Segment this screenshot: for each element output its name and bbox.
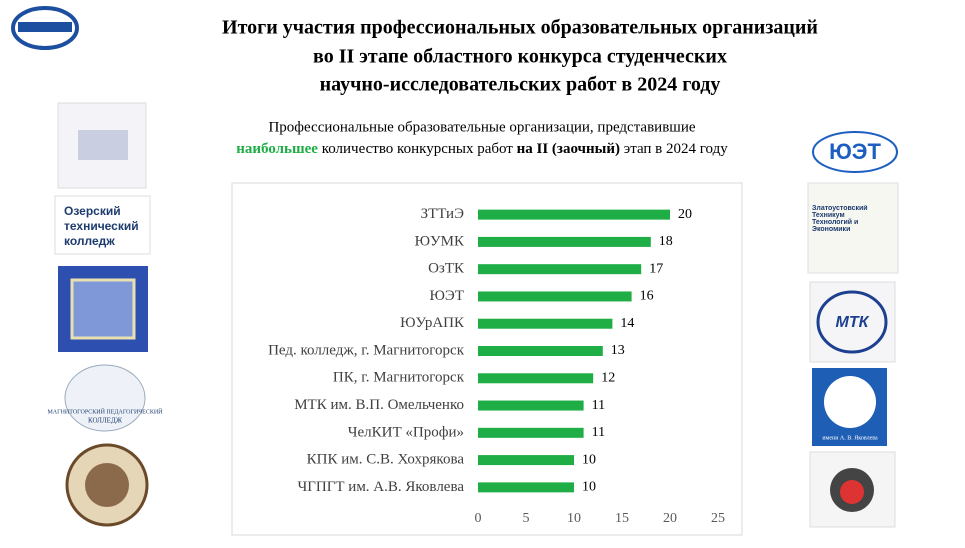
value-label: 18 [659, 234, 673, 249]
subtitle-part: этап в 2024 году [624, 141, 728, 157]
y-tick-label: МТК им. В.П. Омельченко [294, 397, 464, 413]
bar [478, 373, 594, 384]
value-label: 11 [592, 398, 605, 413]
title-line: Итоги участия профессиональных образоват… [222, 17, 818, 39]
logo-text: МАГНИТОГОРСКИЙ ПЕДАГОГИЧЕСКИЙ [47, 407, 163, 415]
bar [478, 482, 574, 493]
bar [478, 318, 613, 329]
y-tick-label: ЮУрАПК [400, 315, 465, 331]
logo-text: КОЛЛЕДЖ [88, 417, 123, 425]
chart: 0 5 10 15 20 25 ЗТТиЭ 20 ЮУМК 18 ОзТК 17 ЮЭТ 16 ЮУрАПК… [268, 206, 725, 526]
bar [478, 236, 651, 247]
y-tick-label: ЗТТиЭ [421, 206, 464, 222]
y-tick-label: ЧГПГТ им. А.В. Яковлева [297, 479, 464, 495]
logos-right: ЮЭТ Златоустовский Техникум Технологий и… [807, 131, 899, 528]
logo-text: ЧГПГТ [841, 378, 860, 384]
title: Итоги участия профессиональных образоват… [222, 17, 818, 96]
title-line: во II этапе областного конкурса студенче… [313, 46, 727, 68]
bar [478, 264, 642, 275]
value-label: 17 [649, 261, 663, 276]
bar [478, 346, 603, 356]
subtitle-part: на II (заочный) [517, 141, 620, 157]
subtitle: наибольшее количество конкурсных работ н… [236, 141, 728, 157]
value-label: 14 [620, 316, 634, 331]
chart-frame [231, 182, 743, 536]
y-tick-label: ЮУМК [415, 233, 465, 249]
bar [478, 291, 632, 302]
y-tick-label: ЮЭТ [430, 288, 464, 304]
y-tick-label: КПК им. С.В. Хохрякова [307, 452, 465, 468]
logo-text: МТК [836, 314, 870, 331]
logo-text: технический [64, 219, 139, 233]
x-tick-label: 5 [523, 511, 530, 526]
bar [478, 455, 574, 466]
logos-left: Озерский технический колледж МАГНИТОГОРС… [47, 102, 163, 527]
y-tick-label: ОзТК [428, 261, 465, 277]
bar [478, 209, 670, 220]
subtitle-part: количество конкурсных работ [322, 141, 514, 157]
bar [478, 400, 584, 411]
value-label: 10 [582, 452, 596, 467]
logo-text: Озерский [64, 204, 121, 218]
value-label: 10 [582, 480, 596, 495]
x-tick-label: 20 [663, 511, 677, 526]
x-tick-label: 0 [475, 511, 482, 526]
y-tick-label: ПК, г. Магнитогорск [333, 370, 465, 386]
subtitle-part: наибольшее [236, 141, 318, 157]
logo-text: ЮЭТ [829, 139, 881, 164]
value-label: 20 [678, 207, 692, 222]
logo-text-box: Златоустовский Техникум Технологий и Эко… [812, 205, 868, 233]
logo-text: колледж [64, 234, 115, 248]
value-label: 16 [640, 289, 654, 304]
x-tick-label: 15 [615, 511, 629, 526]
value-label: 12 [601, 370, 615, 385]
y-tick-label: Пед. колледж, г. Магнитогорск [268, 342, 465, 358]
bar [478, 427, 584, 438]
y-tick-label: ЧелКИТ «Профи» [348, 424, 464, 440]
x-tick-label: 10 [567, 511, 581, 526]
logo-text: Златоустовский Техникум Технологий и Эко… [812, 205, 868, 233]
subtitle: Профессиональные образовательные организ… [268, 119, 695, 135]
value-label: 13 [611, 343, 625, 358]
logo-text: имени А. В. Яковлева [822, 435, 878, 441]
title-line: научно-исследовательских работ в 2024 го… [320, 74, 721, 96]
value-label: 11 [592, 425, 605, 440]
logo-top [11, 6, 79, 50]
x-tick-label: 25 [711, 511, 725, 526]
